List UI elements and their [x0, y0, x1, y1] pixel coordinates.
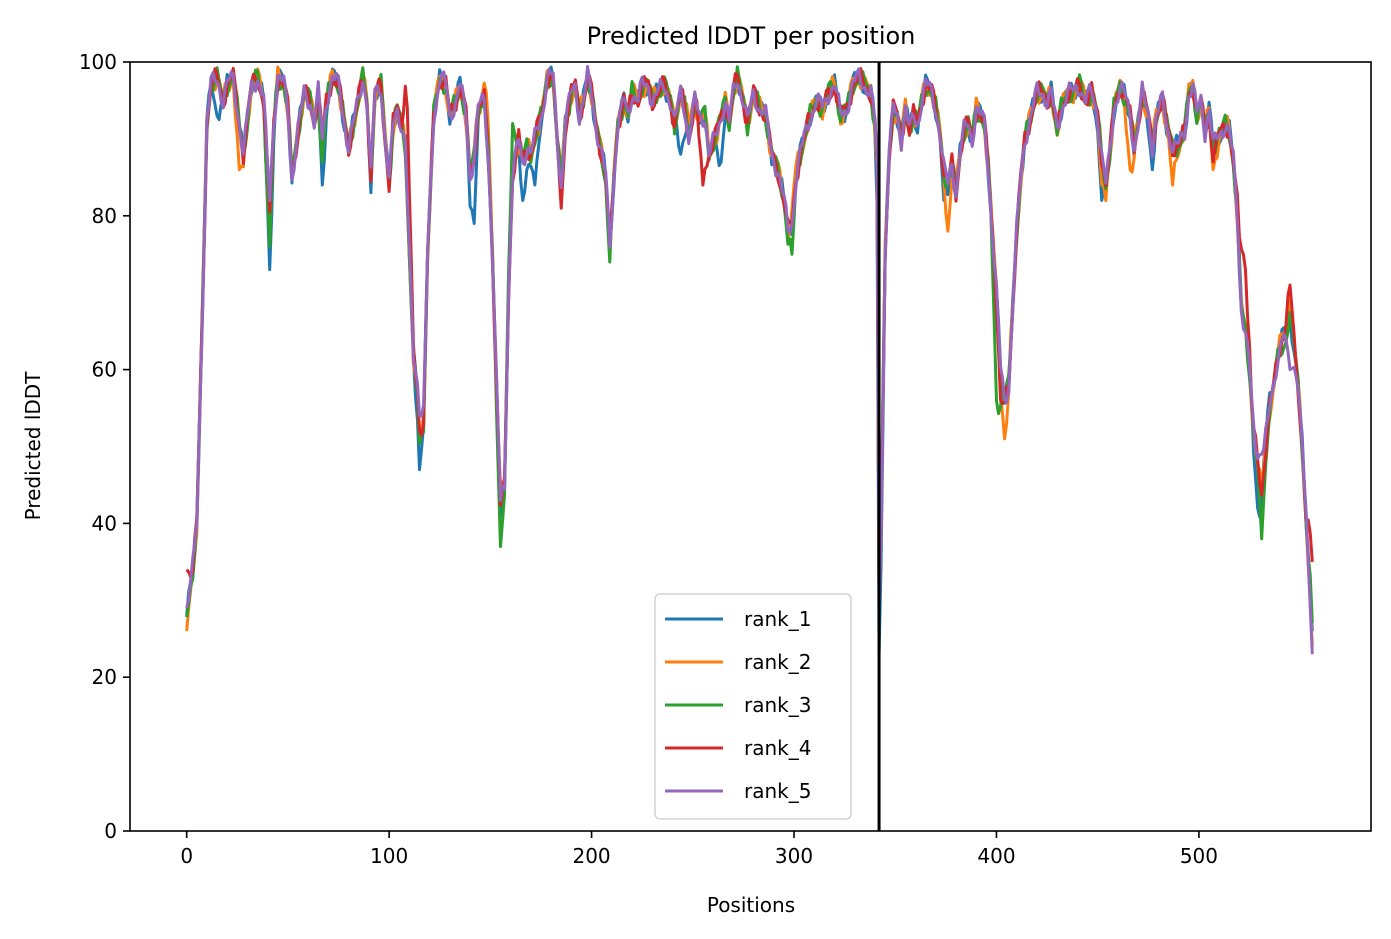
x-tick-label: 200	[572, 844, 610, 868]
legend-label-rank-2: rank_2	[744, 650, 811, 674]
y-axis-label: Predicted lDDT	[21, 371, 45, 521]
x-tick-label: 0	[180, 844, 193, 868]
x-axis-label: Positions	[707, 893, 795, 917]
chart-title: Predicted lDDT per position	[587, 22, 916, 50]
legend-label-rank-4: rank_4	[744, 736, 811, 760]
legend-label-rank-1: rank_1	[744, 607, 811, 631]
y-tick-label: 80	[92, 204, 117, 228]
x-tick-label: 300	[775, 844, 813, 868]
legend: rank_1 rank_2 rank_3 rank_4 rank_5	[654, 593, 852, 820]
x-tick-label: 100	[370, 844, 408, 868]
y-tick-label: 60	[92, 358, 117, 382]
y-tick-label: 20	[92, 665, 117, 689]
x-tick-label: 500	[1180, 844, 1218, 868]
y-tick-label: 100	[79, 50, 117, 74]
plot-area-frame	[129, 61, 1372, 832]
legend-label-rank-5: rank_5	[744, 779, 811, 803]
legend-entries: rank_1 rank_2 rank_3 rank_4 rank_5	[665, 607, 811, 803]
plot-lines	[185, 65, 1314, 656]
y-tick-label: 0	[104, 819, 117, 843]
x-tick-label: 400	[977, 844, 1015, 868]
legend-box	[654, 593, 852, 820]
x-axis-ticks: 0 100 200 300 400 500	[180, 831, 1218, 868]
series-line-rank-5	[185, 65, 1314, 655]
legend-label-rank-3: rank_3	[744, 693, 811, 717]
y-tick-label: 40	[92, 511, 117, 535]
y-axis-ticks: 0 20 40 60 80 100	[79, 50, 130, 843]
